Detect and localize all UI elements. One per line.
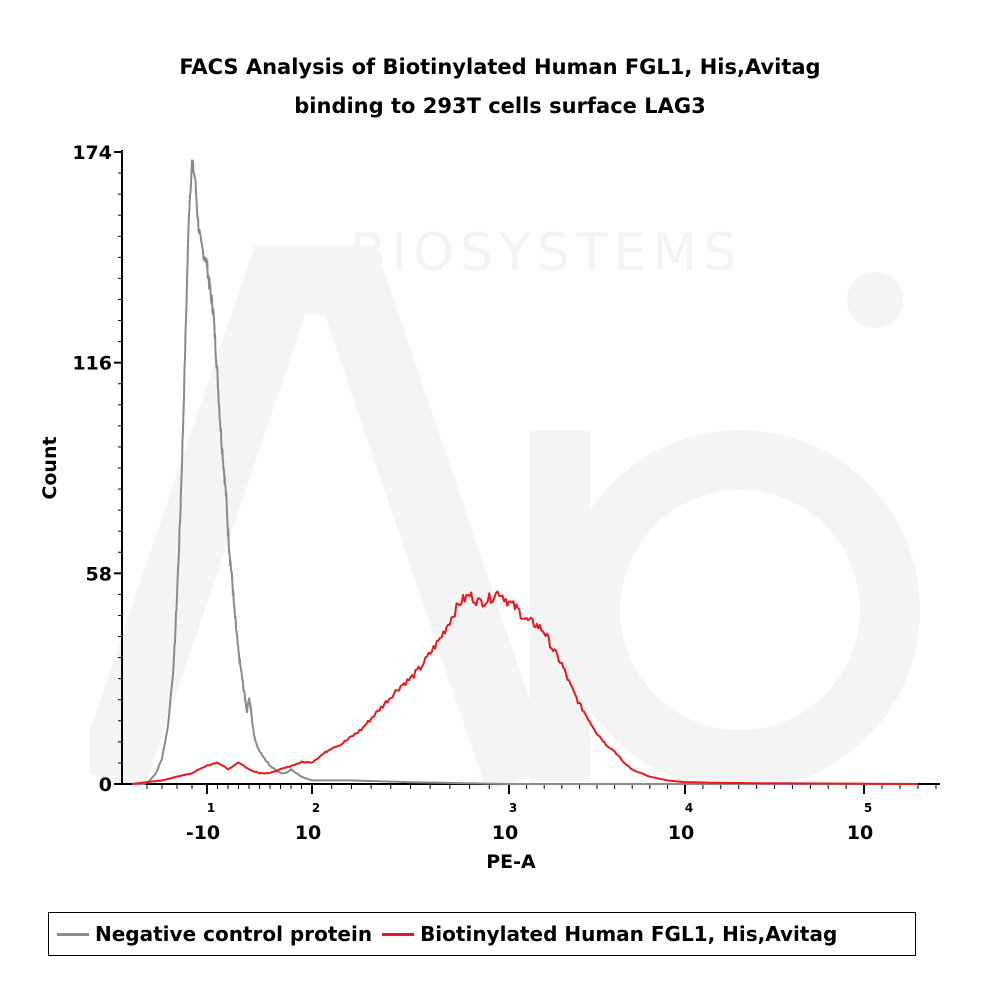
x-axis-label: PE-A <box>486 851 536 873</box>
y-tick-label-2: 116 <box>72 353 112 375</box>
chart-title-line-1: FACS Analysis of Biotinylated Human FGL1… <box>179 55 820 79</box>
legend-label-positive: Biotinylated Human FGL1, His,Avitag <box>420 922 838 946</box>
chart-title-line-2: binding to 293T cells surface LAG3 <box>294 94 705 118</box>
y-tick-label-1: 58 <box>86 563 112 585</box>
series-line-1 <box>131 590 919 785</box>
y-tick-label-3: 174 <box>72 142 112 164</box>
x-tick-exponent-3: 4 <box>685 801 693 815</box>
y-axis-label: Count <box>39 436 61 499</box>
legend-swatch-negative <box>57 932 89 936</box>
x-tick-label-3: 10 <box>668 822 694 844</box>
x-tick-exponent-1: 2 <box>312 801 320 815</box>
plot-area: 0 58 116 174 -10 1 10 2 10 3 10 4 10 5 <box>72 142 940 844</box>
x-tick-exponent-2: 3 <box>509 801 517 815</box>
x-tick-label-4: 10 <box>847 822 873 844</box>
x-tick-exponent-0: 1 <box>207 801 215 815</box>
legend-item-positive: Biotinylated Human FGL1, His,Avitag <box>382 922 837 946</box>
x-tick-exponent-4: 5 <box>864 801 872 815</box>
y-tick-label-0: 0 <box>99 774 112 796</box>
x-tick-label-0: -10 <box>186 822 220 844</box>
facs-histogram-chart: FACS Analysis of Biotinylated Human FGL1… <box>39 55 940 873</box>
legend-item-negative: Negative control protein <box>57 922 372 946</box>
legend-label-negative: Negative control protein <box>95 922 373 946</box>
series-line-0 <box>132 159 918 785</box>
chart-legend: Negative control protein Biotinylated Hu… <box>48 912 916 956</box>
x-tick-label-2: 10 <box>492 822 518 844</box>
x-tick-label-1: 10 <box>295 822 321 844</box>
legend-swatch-positive <box>382 932 415 936</box>
